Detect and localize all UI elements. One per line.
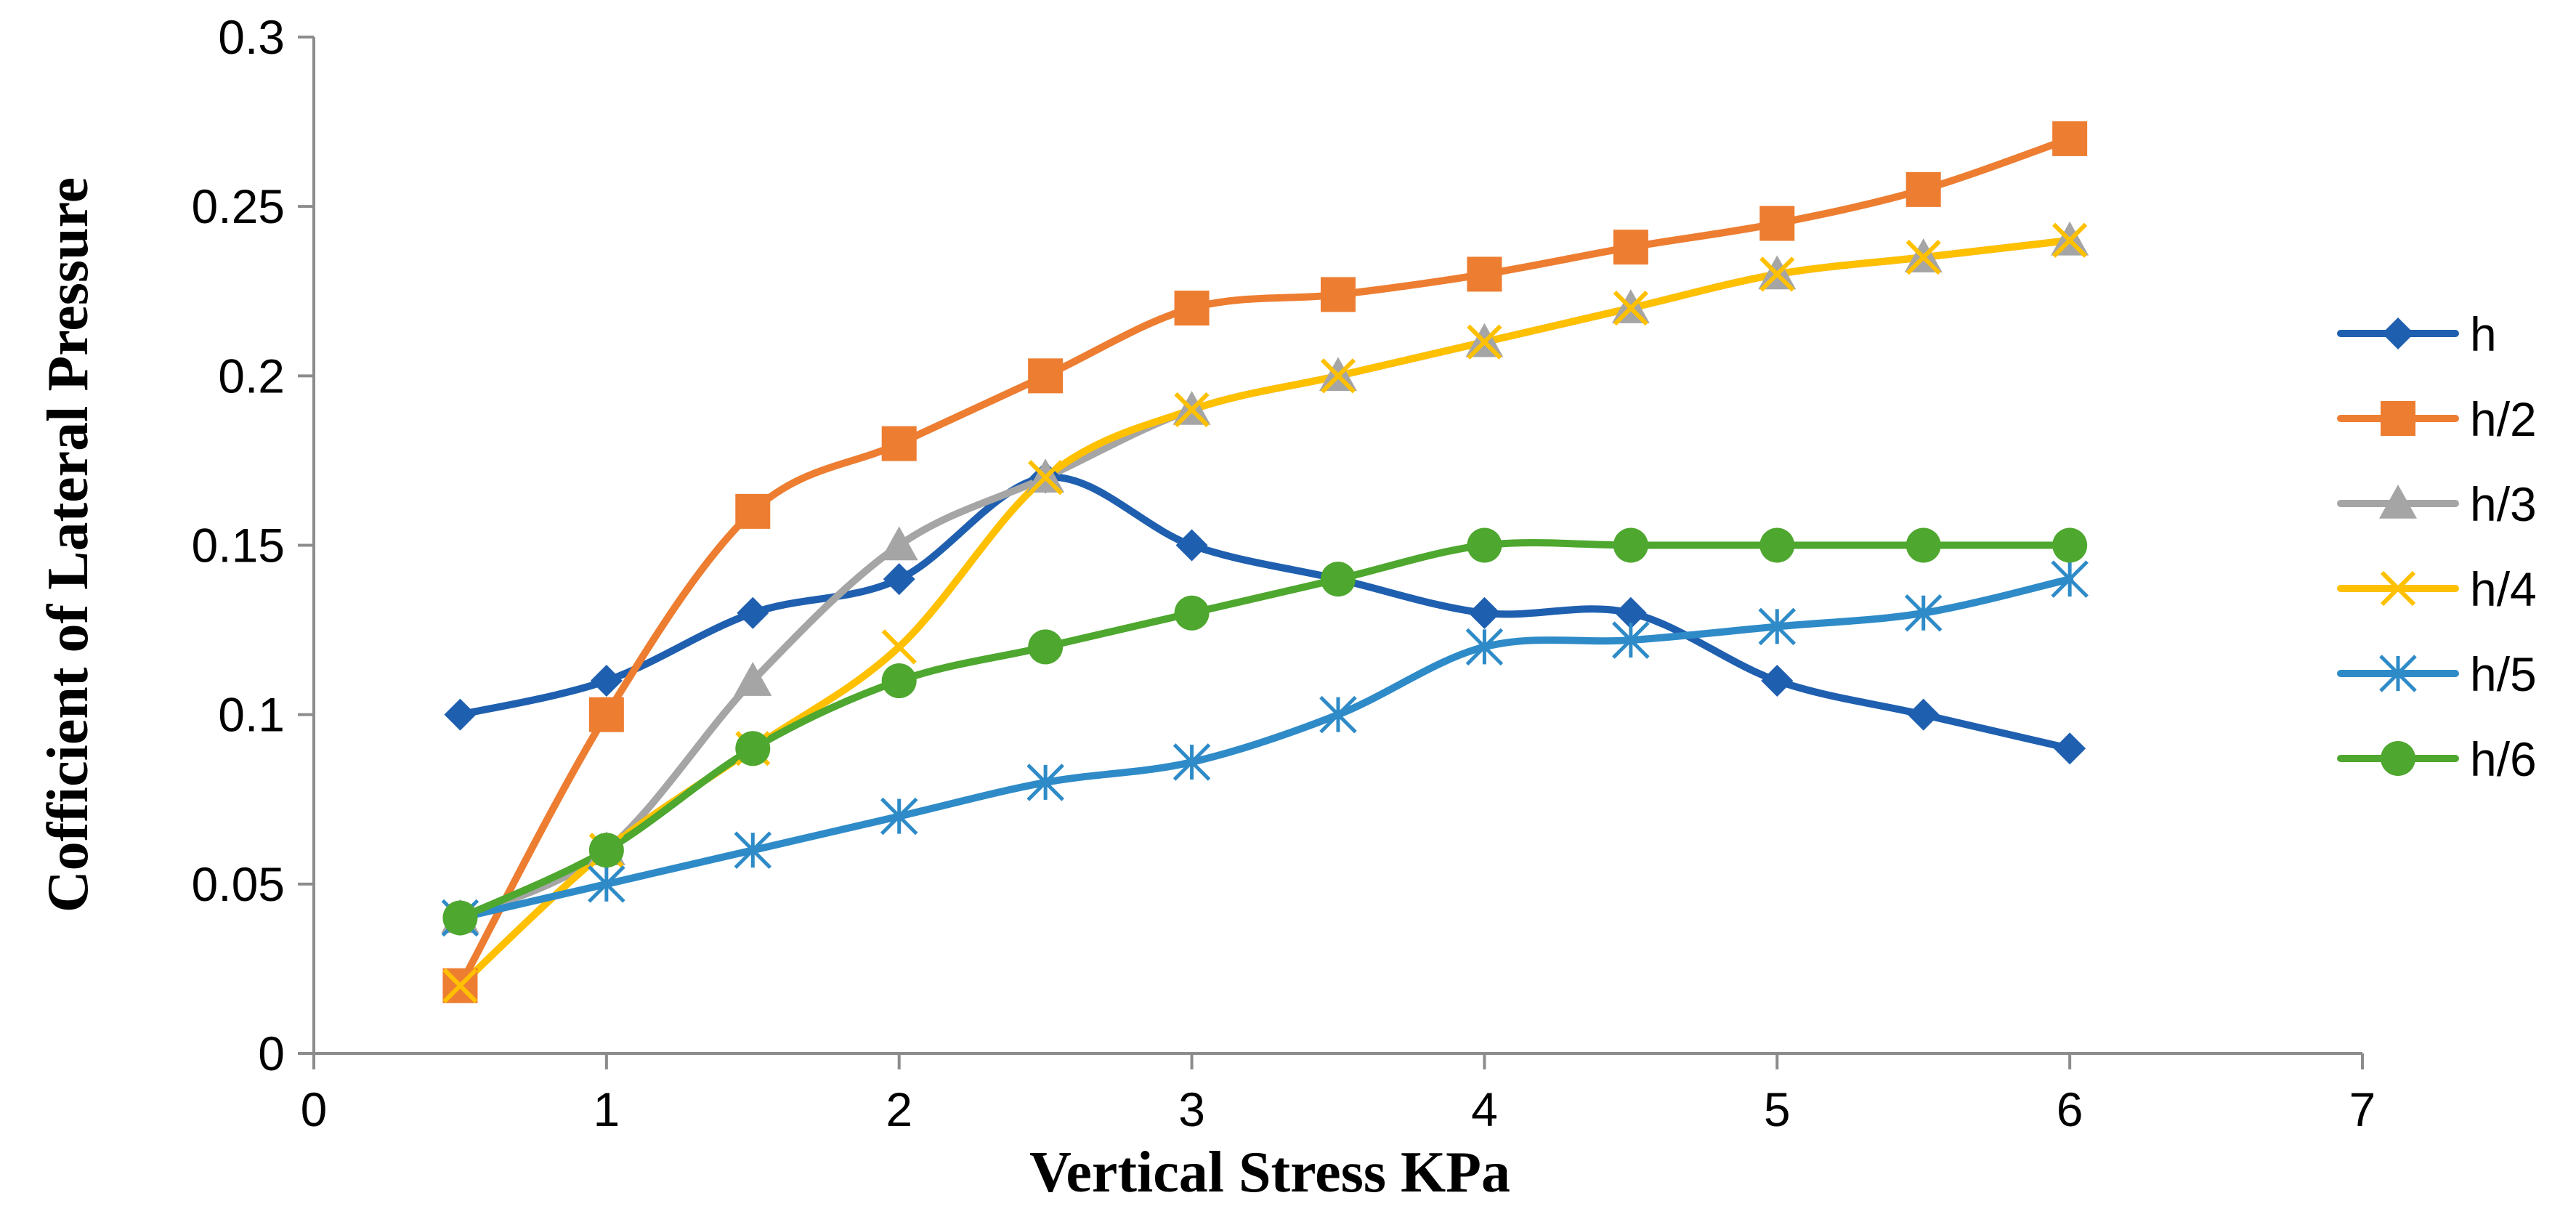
data-point-h-6 (588, 833, 624, 868)
data-point-h-2 (1174, 291, 1210, 326)
data-point-h-6 (1028, 629, 1064, 665)
legend-marker (2381, 741, 2415, 776)
data-point-h-4 (1467, 324, 1502, 360)
x-tick-label: 0 (301, 1083, 328, 1136)
data-point-h-4 (1028, 460, 1064, 495)
x-tick-label: 5 (1764, 1083, 1791, 1136)
data-point-h-2 (1613, 230, 1648, 265)
x-tick-label: 6 (2057, 1083, 2083, 1136)
data-point-h-6 (1759, 527, 1795, 563)
legend-label: h/4 (2470, 562, 2537, 616)
legend-label: h/6 (2470, 732, 2537, 786)
data-point-h-6 (1174, 595, 1210, 631)
data-point-h-4 (1905, 239, 1941, 275)
data-point-h-2 (1028, 358, 1064, 394)
data-point-h (1175, 529, 1208, 562)
data-point-h-2 (588, 697, 624, 732)
y-tick-label: 0.25 (192, 179, 285, 233)
data-point-h-4 (442, 968, 478, 1003)
y-tick-label: 0.15 (192, 519, 285, 572)
data-point-h-5 (1172, 743, 1211, 781)
legend-label: h/3 (2470, 477, 2537, 531)
legend-marker (2379, 655, 2417, 692)
y-tick-label: 0.05 (192, 857, 285, 911)
data-point-h-4 (1759, 256, 1795, 292)
data-point-h (444, 698, 477, 731)
y-axis-title: Cofficient of Lateral Pressure (36, 177, 100, 913)
data-point-h-4 (1613, 290, 1648, 326)
data-point-h-3 (734, 662, 772, 696)
data-point-h (1614, 596, 1647, 629)
y-tick-label: 0.2 (218, 349, 285, 402)
data-point-h-5 (880, 797, 918, 835)
data-point-h-2 (1467, 256, 1502, 292)
data-point-h-5 (1904, 594, 1943, 632)
data-point-h-5 (2051, 560, 2089, 598)
data-point-h (1907, 698, 1940, 731)
data-point-h-2 (881, 426, 917, 461)
x-tick-label: 4 (1471, 1083, 1498, 1136)
data-point-h-4 (2052, 222, 2088, 258)
data-point-h (883, 563, 915, 596)
data-point-h-5 (1319, 695, 1357, 734)
y-tick-label: 0.3 (218, 10, 285, 64)
y-tick-label: 0.1 (218, 688, 285, 742)
legend-marker (2381, 401, 2415, 436)
y-tick-label: 0 (258, 1027, 285, 1080)
data-point-h-2 (1759, 206, 1795, 241)
legend-label: h (2470, 307, 2497, 361)
series-markers (441, 121, 2089, 1003)
legend-marker (2382, 317, 2414, 349)
data-point-h (1761, 665, 1794, 697)
x-axis-title: Vertical Stress KPa (1029, 1141, 1510, 1205)
x-tick-label: 1 (593, 1083, 620, 1136)
axis-ticks: 0 0.05 0.1 0.15 0.2 0.25 0.3 0 1 2 3 4 5 6 7 (192, 10, 2376, 1136)
data-point-h-2 (2052, 121, 2088, 156)
data-point-h-3 (880, 526, 918, 561)
legend-marker (2380, 570, 2416, 607)
data-point-h-5 (588, 865, 625, 903)
x-tick-label: 3 (1178, 1083, 1205, 1136)
data-point-h-6 (1905, 527, 1941, 563)
data-point-h (737, 596, 769, 629)
data-point-h (1468, 596, 1501, 629)
data-point-h-5 (1758, 607, 1797, 646)
series-line-h-5 (456, 575, 2074, 922)
data-point-h-6 (2052, 527, 2088, 563)
data-point-h-6 (442, 900, 478, 936)
legend-label: h/5 (2470, 647, 2537, 701)
data-point-h-6 (735, 731, 771, 766)
data-point-h-6 (1467, 527, 1502, 563)
data-point-h (2054, 732, 2086, 765)
data-point-h-2 (1321, 277, 1356, 312)
legend-marker (2379, 485, 2417, 519)
data-point-h-6 (1613, 527, 1648, 563)
data-point-h-5 (1612, 621, 1650, 659)
x-tick-label: 7 (2349, 1083, 2376, 1136)
x-tick-label: 2 (886, 1083, 912, 1136)
data-point-h-6 (881, 663, 917, 699)
data-point-h-5 (734, 831, 772, 869)
data-point-h-2 (735, 493, 771, 529)
legend: h h/2 h/3 h/4 h/5 h/6 (2337, 307, 2537, 786)
legend-label: h/2 (2470, 392, 2537, 446)
data-point-h-6 (1321, 562, 1356, 597)
data-point-h-4 (1174, 392, 1210, 428)
data-point-h (590, 665, 623, 697)
data-point-h-5 (1026, 764, 1064, 801)
data-point-h-4 (881, 629, 917, 665)
data-point-h-4 (1320, 358, 1356, 394)
data-point-h-2 (1905, 171, 1941, 207)
data-point-h-5 (1465, 628, 1504, 666)
